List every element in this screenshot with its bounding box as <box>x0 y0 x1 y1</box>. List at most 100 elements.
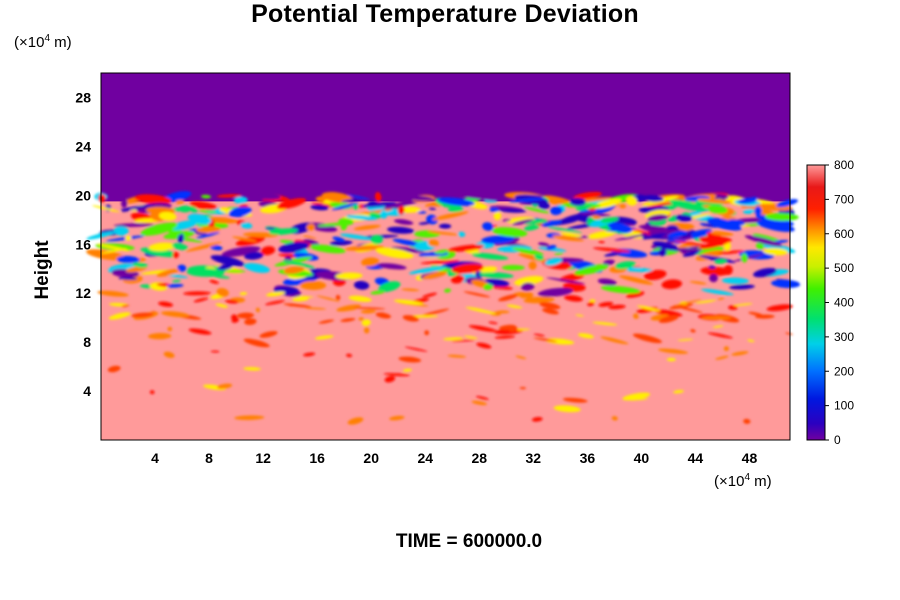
turbulence-blob <box>304 307 327 310</box>
turbulence-blob <box>511 218 534 226</box>
turbulent-layer <box>86 191 801 425</box>
turbulence-blob <box>514 328 530 331</box>
turbulence-blob <box>744 235 783 247</box>
turbulence-blob <box>465 306 497 315</box>
turbulence-blob <box>654 309 683 317</box>
turbulence-blob <box>542 308 559 315</box>
turbulence-blob <box>363 327 370 334</box>
turbulence-blob <box>731 351 749 356</box>
turbulence-blob <box>479 272 514 279</box>
turbulence-blob <box>534 254 544 261</box>
turbulence-blob <box>604 251 622 257</box>
turbulence-blob <box>483 283 493 291</box>
chart-title: Potential Temperature Deviation <box>251 0 639 28</box>
y-tick-label: 20 <box>75 187 91 203</box>
turbulence-blob <box>785 332 793 335</box>
colorbar-tick-label: 300 <box>834 330 854 344</box>
turbulence-blob <box>737 197 757 204</box>
turbulence-blob <box>86 249 125 261</box>
turbulence-blob <box>451 339 475 342</box>
colorbar-scale <box>806 164 826 441</box>
turbulence-blob <box>447 354 467 358</box>
turbulence-blob <box>508 326 518 332</box>
turbulence-blob <box>309 244 346 254</box>
turbulence-blob <box>189 201 218 210</box>
turbulence-blob <box>344 245 385 251</box>
turbulence-blob <box>348 295 372 302</box>
turbulence-blob <box>303 352 316 357</box>
turbulence-blob <box>98 194 106 203</box>
turbulence-blob <box>695 299 717 304</box>
turbulence-blob <box>427 231 460 236</box>
turbulence-blob <box>550 206 563 216</box>
turbulence-blob <box>748 311 763 316</box>
turbulence-blob <box>658 315 679 323</box>
turbulence-blob <box>244 318 257 326</box>
turbulence-blob <box>626 196 638 206</box>
turbulence-blob <box>231 317 239 323</box>
turbulence-blob <box>167 326 173 332</box>
turbulence-blob <box>360 309 376 314</box>
turbulence-blob <box>393 299 424 305</box>
y-tick-label: 24 <box>75 138 91 154</box>
turbulence-blob <box>552 235 585 242</box>
turbulence-blob <box>675 214 693 222</box>
turbulence-blob <box>427 239 439 247</box>
turbulence-blob <box>121 198 128 208</box>
turbulence-blob <box>512 247 544 256</box>
turbulence-blob <box>158 301 174 307</box>
turbulence-blob <box>361 201 397 208</box>
turbulence-blob <box>149 390 155 395</box>
turbulence-blob <box>384 375 396 383</box>
turbulence-blob <box>171 243 188 251</box>
turbulence-blob <box>422 292 437 298</box>
turbulence-blob <box>539 302 561 310</box>
turbulence-blob <box>493 211 502 221</box>
turbulence-blob <box>259 331 278 338</box>
turbulence-blob <box>667 238 680 242</box>
turbulence-blob <box>242 232 279 238</box>
turbulence-blob <box>632 333 662 344</box>
colorbar-tick-label: 600 <box>834 227 854 241</box>
turbulence-blob <box>766 304 793 312</box>
turbulence-blob <box>96 243 130 252</box>
turbulence-blob <box>299 280 327 290</box>
colorbar-tick-label: 800 <box>834 158 854 172</box>
turbulence-blob <box>770 279 801 288</box>
turbulence-blob <box>464 335 478 339</box>
turbulence-blob <box>541 220 562 227</box>
turbulence-blob <box>232 236 257 242</box>
turbulence-blob <box>140 222 178 236</box>
turbulence-blob <box>674 299 702 307</box>
turbulence-blob <box>600 285 641 294</box>
turbulence-blob <box>346 353 353 358</box>
turbulence-blob <box>266 291 286 297</box>
turbulence-blob <box>342 308 357 312</box>
turbulence-blob <box>183 291 211 296</box>
turbulence-blob <box>494 335 516 339</box>
turbulence-blob <box>405 195 434 201</box>
turbulence-blob <box>763 248 789 256</box>
x-tick-label: 24 <box>417 450 433 466</box>
x-tick-label: 20 <box>363 450 379 466</box>
turbulence-blob <box>166 283 184 288</box>
turbulence-blob <box>701 316 732 320</box>
turbulence-blob <box>239 292 248 296</box>
turbulence-blob <box>619 204 627 209</box>
turbulence-blob <box>608 304 626 310</box>
turbulence-blob <box>390 246 425 253</box>
turbulence-blob <box>310 204 329 211</box>
turbulence-blob <box>417 211 427 214</box>
turbulence-blob <box>374 191 382 202</box>
turbulence-blob <box>546 245 557 250</box>
turbulence-blob <box>306 223 316 231</box>
turbulence-blob <box>198 210 218 214</box>
turbulence-blob <box>603 259 615 266</box>
turbulence-blob <box>210 255 245 267</box>
turbulence-blob <box>531 417 543 422</box>
x-tick-label: 28 <box>471 450 487 466</box>
turbulence-blob <box>147 333 172 340</box>
turbulence-blob <box>196 231 220 239</box>
turbulence-blob <box>437 197 475 206</box>
turbulence-blob <box>216 194 242 198</box>
